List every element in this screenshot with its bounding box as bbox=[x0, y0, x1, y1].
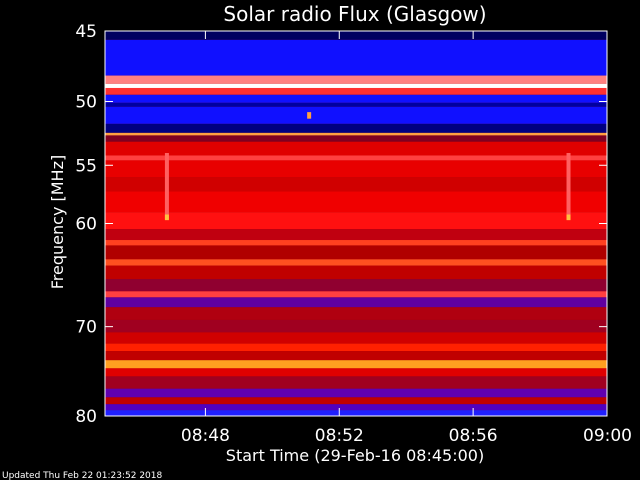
spectrum-band bbox=[105, 94, 607, 103]
updated-timestamp: Updated Thu Feb 22 01:23:52 2018 bbox=[2, 471, 163, 480]
x-axis-label: Start Time (29-Feb-16 08:45:00) bbox=[226, 446, 484, 465]
y-tick-label: 45 bbox=[75, 22, 97, 42]
plot-area bbox=[104, 30, 608, 417]
spectrum-band bbox=[105, 177, 607, 192]
spectrum-band bbox=[105, 39, 607, 76]
spectrum-band bbox=[105, 155, 607, 161]
x-tick-label: 08:48 bbox=[181, 426, 230, 446]
spectrum-band bbox=[105, 229, 607, 241]
spectrum-band bbox=[105, 388, 607, 398]
spectrum-band bbox=[105, 360, 607, 369]
spectrum-band bbox=[105, 410, 607, 416]
spectrum-band bbox=[105, 351, 607, 361]
burst-feature bbox=[566, 152, 571, 220]
x-tick-label: 08:52 bbox=[315, 426, 364, 446]
spectrum-band bbox=[105, 307, 607, 320]
spectrum-band bbox=[105, 106, 607, 124]
burst-feature bbox=[164, 214, 169, 221]
y-tick-label: 55 bbox=[75, 156, 97, 176]
spectrum-band bbox=[105, 87, 607, 95]
spectrum-band bbox=[105, 368, 607, 377]
spectrum-band bbox=[105, 343, 607, 352]
spectrum-band bbox=[105, 191, 607, 213]
spectrum-band bbox=[105, 279, 607, 292]
spectrum-band bbox=[105, 259, 607, 266]
spectrum-band bbox=[105, 404, 607, 411]
spectrum-band bbox=[105, 332, 607, 344]
spectrum-band bbox=[105, 319, 607, 333]
spectrum-band bbox=[105, 83, 607, 88]
spectrum-band bbox=[105, 212, 607, 230]
spectrum-band bbox=[105, 141, 607, 156]
burst-feature bbox=[307, 112, 312, 119]
x-tick-label: 09:00 bbox=[583, 426, 632, 446]
spectrum-band bbox=[105, 265, 607, 280]
spectrum-band bbox=[105, 75, 607, 84]
burst-feature bbox=[566, 214, 571, 221]
y-tick-label: 70 bbox=[75, 318, 97, 338]
chart-title: Solar radio Flux (Glasgow) bbox=[223, 2, 486, 26]
spectrum-band bbox=[105, 376, 607, 389]
spectrum-band bbox=[105, 291, 607, 298]
burst-feature bbox=[164, 152, 169, 220]
x-tick-label: 08:56 bbox=[449, 426, 498, 446]
spectrum-band bbox=[105, 135, 607, 142]
spectrum-band bbox=[105, 160, 607, 178]
y-tick-label: 60 bbox=[75, 215, 97, 235]
spectrum-band bbox=[105, 132, 607, 136]
spectrum-band bbox=[105, 102, 607, 107]
spectrum-band bbox=[105, 240, 607, 246]
spectrum-band bbox=[105, 31, 607, 40]
y-axis-label: Frequency [MHz] bbox=[48, 155, 67, 289]
spectrum-band bbox=[105, 297, 607, 308]
x-axis: 08:48 08:52 08:56 09:00 bbox=[181, 31, 632, 446]
spectrum-band bbox=[105, 123, 607, 133]
y-axis: 45 50 55 60 70 80 bbox=[75, 22, 607, 427]
y-tick-label: 80 bbox=[75, 407, 97, 427]
spectrum-band bbox=[105, 245, 607, 260]
y-tick-label: 50 bbox=[75, 93, 97, 113]
spectrum-band bbox=[105, 397, 607, 405]
